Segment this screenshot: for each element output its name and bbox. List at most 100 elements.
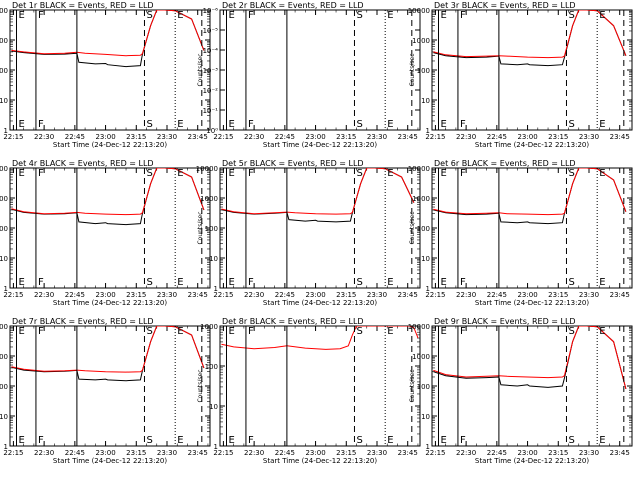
panel-title-detector: Det 1r [12,1,40,10]
event-marker-label-bottom: E [177,435,183,446]
panel-title: Det 3r BLACK = Events, RED = LLD [434,1,576,10]
event-marker-label-top: E [387,326,393,337]
legend-black-text: BLACK = Events, [40,1,110,10]
event-marker-label-bottom: E [440,119,446,130]
event-marker-label-top: E [440,326,446,337]
y-tick-label: 10 [421,413,430,421]
panel-5: Det 5r BLACK = Events, RED = LLD 1 10 100 10… [196,159,421,307]
event-marker-label-top: E [18,10,24,21]
x-tick-label: 22:45 [65,449,85,457]
legend-black-text: BLACK = Events, [250,1,320,10]
series-line-lld [433,168,627,216]
x-tick-label: 23:30 [367,133,387,141]
panel-title-detector: Det 8r [222,317,250,326]
event-marker-label-bottom: F [460,435,466,446]
x-tick-label: 22:30 [34,291,54,299]
x-tick-label: 23:00 [95,449,115,457]
series-group [433,10,627,67]
series-line-events [433,326,627,390]
event-marker-label-bottom: F [248,119,254,130]
x-tick-label: 22:15 [213,291,233,299]
y-tick-label: 10000 [196,165,218,173]
x-tick-label: 23:15 [548,449,568,457]
x-tick-label: 22:45 [65,291,85,299]
event-marker-label-top: E [599,10,605,21]
x-tick-label: 22:30 [456,449,476,457]
x-tick-label: 22:30 [244,449,264,457]
y-tick-label: 1000 [412,195,430,203]
panel-title: Det 2r BLACK = Events, RED = LLD [222,1,364,10]
event-marker-label-bottom: E [387,277,393,288]
event-marker-label-top: S [356,10,362,21]
x-tick-label: 23:15 [336,133,356,141]
event-marker-label-top: E [177,326,183,337]
x-tick-label: 23:15 [126,133,146,141]
x-tick-label: 22:15 [425,449,445,457]
event-marker-label-bottom: E [228,119,234,130]
event-marker-label-top: F [248,326,254,337]
event-marker-label-top: E [599,168,605,179]
x-tick-label: 22:15 [213,133,233,141]
y-tick-label: 1000 [0,195,8,203]
event-marker-label-top: S [146,326,152,337]
legend-black-text: BLACK = Events, [462,317,532,326]
y-tick-label: 10⁻⁶ [203,7,219,15]
plot-frame [9,9,211,131]
event-marker-label-top: F [248,168,254,179]
panel-title: Det 4r BLACK = Events, RED = LLD [12,159,154,168]
event-marker-label-top: F [38,326,44,337]
event-marker-label-top: F [460,168,466,179]
y-tick-label: 10 [421,255,430,263]
event-marker-label-bottom: S [146,435,152,446]
panel-title-detector: Det 5r [222,159,250,168]
panel-3: Det 3r BLACK = Events, RED = LLD 1 10 100 10… [408,1,633,149]
event-marker-label-bottom: S [146,119,152,130]
x-tick-label: 22:30 [34,449,54,457]
x-tick-label: 23:00 [95,133,115,141]
event-marker-label-bottom: S [356,277,362,288]
panel-2: Det 2r BLACK = Events, RED = LLD 10⁰ 10⁻¹ 1… [197,1,421,149]
x-tick-label: 22:15 [425,291,445,299]
panel-7: Det 7r BLACK = Events, RED = LLD 1 10 100 10… [0,317,211,465]
event-marker-label-top: S [146,10,152,21]
y-tick-label: 1000 [412,353,430,361]
y-tick-label: 100 [417,225,430,233]
panel-1: Det 1r BLACK = Events, RED = LLD 1 10 100 10… [0,1,211,149]
event-marker-label-bottom: E [440,435,446,446]
y-tick-label: 10000 [0,7,8,15]
x-tick-label: 23:15 [548,291,568,299]
plot-frame [219,325,421,447]
event-marker-label-top: E [440,10,446,21]
event-marker-label-bottom: S [146,277,152,288]
event-marker-label-top: S [568,168,574,179]
y-tick-label: 10⁻¹ [203,107,219,115]
event-marker-label-bottom: S [356,435,362,446]
y-tick-label: 10 [0,97,8,105]
y-tick-label: 10 [421,97,430,105]
panel-title-detector: Det 3r [434,1,462,10]
panel-6: Det 6r BLACK = Events, RED = LLD 1 10 100 10… [408,159,633,307]
x-tick-label: 22:15 [425,133,445,141]
plot-frame [219,167,421,289]
x-tick-label: 23:45 [610,449,630,457]
y-tick-label: 10 [209,255,218,263]
y-tick-label: 10⁻⁵ [203,27,219,35]
x-tick-label: 23:45 [398,449,418,457]
x-tick-label: 22:30 [456,133,476,141]
x-tick-label: 23:30 [579,291,599,299]
x-axis-label: Start Time (24-Dec-12 22:13:20) [263,299,377,307]
x-tick-label: 22:15 [3,449,23,457]
x-tick-label: 22:30 [244,291,264,299]
panel-title: Det 9r BLACK = Events, RED = LLD [434,317,576,326]
event-marker-label-top: F [38,168,44,179]
y-tick-label: 10000 [408,7,430,15]
legend-black-text: BLACK = Events, [40,159,110,168]
event-marker-label-bottom: E [599,119,605,130]
y-tick-label: 100 [0,225,8,233]
x-tick-label: 23:30 [367,291,387,299]
event-marker-label-bottom: E [228,435,234,446]
legend-black-text: BLACK = Events, [250,317,320,326]
series-line-lld [221,326,419,350]
series-group [433,168,627,225]
event-marker-label-top: E [228,326,234,337]
